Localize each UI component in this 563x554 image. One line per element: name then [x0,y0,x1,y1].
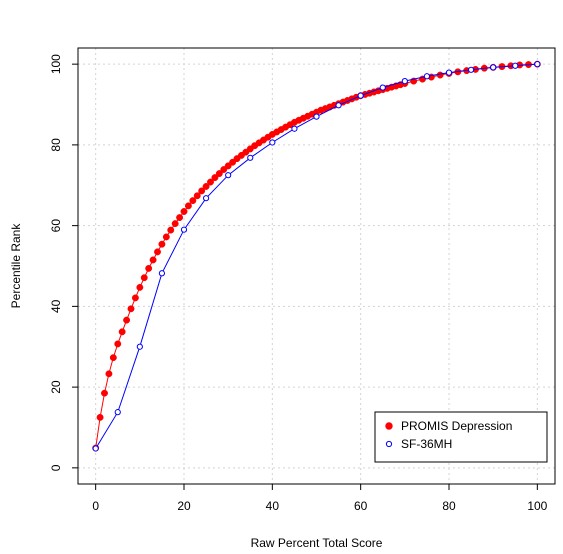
x-tick-label: 100 [527,499,547,513]
data-point [158,270,166,277]
data-point [202,183,210,190]
legend-label: SF-36MH [401,437,452,451]
data-point [225,172,232,179]
legend: PROMIS Depression SF-36MH [374,411,548,463]
data-point [92,445,99,452]
data-point [490,64,497,71]
x-axis-title: Raw Percent Total Score [251,536,383,550]
data-point [401,78,408,85]
series-2 [92,61,541,452]
legend-marker [385,440,393,448]
data-point [105,370,113,378]
y-tick-label: 60 [49,219,63,233]
y-tick-label: 80 [49,138,63,152]
data-point [127,305,135,313]
data-point [445,69,453,76]
data-point [313,113,320,120]
x-tick-label: 80 [442,499,456,513]
data-point [96,413,104,421]
data-point [123,316,131,324]
legend-label: PROMIS Depression [401,419,512,433]
data-point [118,328,126,336]
x-tick-label: 60 [354,499,368,513]
data-point [162,233,170,241]
data-point [202,195,210,202]
data-point [215,170,223,178]
data-point [109,354,117,362]
data-point [220,166,228,173]
legend-marker [385,422,393,430]
data-point [193,192,201,200]
y-tick-label: 0 [49,464,63,471]
data-point [167,226,175,234]
legend-box [374,411,548,463]
data-point [180,208,188,215]
y-tick-label: 20 [49,380,63,394]
data-point [512,62,519,69]
data-point [357,92,364,99]
data-point [114,409,121,416]
data-point [171,220,179,228]
data-point [145,264,153,272]
axes: 0 20 40 60 80 100 0 20 40 60 80 100 [49,54,548,513]
data-point [247,154,254,161]
data-point [229,158,237,166]
data-point [207,178,214,186]
data-point [180,226,188,233]
data-point [154,248,161,256]
x-tick-label: 0 [92,499,99,513]
data-point [184,202,192,210]
data-point [136,343,143,350]
plot-frame [77,47,556,485]
data-point [158,240,166,248]
data-point [423,73,431,80]
data-point [176,214,184,222]
y-axis-title: Percentile Rank [9,223,23,309]
data-point [189,197,197,205]
plot-series [92,60,541,452]
data-point [291,125,298,132]
data-point [198,187,206,195]
data-point [224,162,232,170]
data-point [101,389,108,397]
data-point [534,61,541,68]
data-point [149,256,157,264]
series-line [95,63,538,449]
data-point [269,139,276,146]
series-line [95,63,538,449]
x-tick-label: 40 [266,499,280,513]
y-tick-label: 100 [49,54,63,74]
data-point [114,340,122,348]
x-tick-label: 20 [177,499,191,513]
y-tick-label: 40 [49,299,63,313]
data-point [379,84,386,91]
data-point [131,294,139,302]
data-point [436,71,444,79]
data-point [467,66,475,73]
data-point [335,102,342,109]
data-point [136,283,144,291]
data-point [211,174,219,182]
data-point [140,274,148,282]
